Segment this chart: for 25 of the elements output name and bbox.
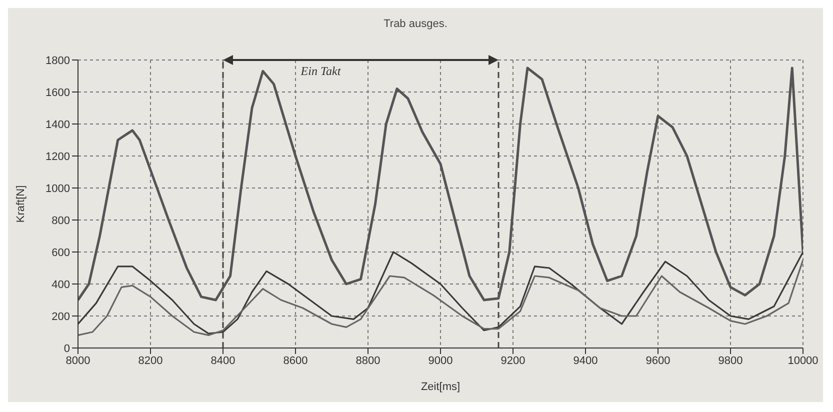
y-tick-label: 200 — [52, 310, 70, 323]
x-tick-label: 8200 — [138, 354, 163, 367]
y-tick-label: 1400 — [46, 118, 70, 131]
annotation: Ein Takt — [300, 64, 342, 79]
x-tick-label: 8600 — [283, 354, 308, 367]
x-tick-label: 9000 — [428, 354, 453, 367]
y-tick-label: 600 — [52, 246, 70, 259]
y-tick-label: 1600 — [46, 86, 70, 99]
x-tick-label: 9600 — [646, 354, 670, 367]
x-tick-label: 8000 — [66, 354, 90, 367]
y-axis-title: Kraft[N] — [14, 185, 27, 223]
x-tick-label: 10000 — [788, 354, 818, 367]
y-tick-label: 1800 — [46, 54, 70, 67]
chart-title: Trab ausges. — [382, 18, 448, 30]
x-tick-label: 9800 — [718, 354, 743, 367]
y-tick-label: 0 — [64, 342, 70, 355]
x-tick-label: 8800 — [356, 354, 380, 367]
y-tick-label: 400 — [52, 278, 70, 291]
x-tick-label: 9400 — [573, 354, 598, 367]
x-tick-label: 8400 — [210, 354, 236, 367]
y-tick-label: 1200 — [46, 150, 70, 163]
y-tick-label: 800 — [52, 214, 70, 227]
y-tick-label: 1000 — [46, 182, 70, 195]
x-tick-label: 9200 — [500, 354, 526, 367]
x-axis-title: Zeit[ms] — [420, 381, 460, 393]
